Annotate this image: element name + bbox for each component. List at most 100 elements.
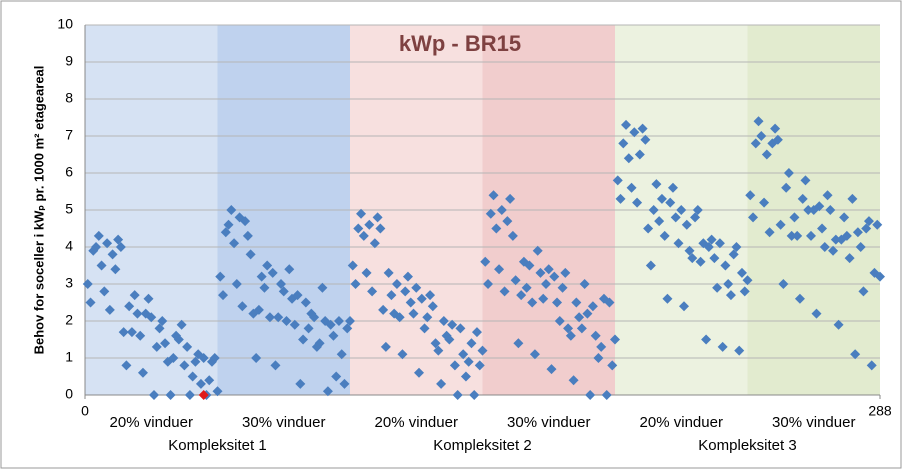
point [610, 334, 620, 345]
point [184, 390, 195, 400]
point [298, 334, 309, 345]
point [325, 319, 336, 330]
x-tick-label: 288 [868, 403, 892, 419]
point [270, 360, 281, 371]
point [466, 338, 477, 349]
point [753, 116, 764, 127]
point [618, 138, 629, 149]
subgroup-label: 30% vinduer [242, 414, 325, 431]
point [604, 297, 615, 308]
point [844, 253, 855, 264]
point [438, 316, 449, 326]
point [659, 230, 670, 241]
point [601, 390, 612, 400]
point [811, 308, 822, 319]
group-label: Kompleksitet 3 [698, 437, 796, 454]
point [449, 360, 460, 371]
point [259, 282, 270, 293]
point [607, 360, 618, 371]
point [149, 390, 160, 400]
point [764, 227, 775, 238]
point [701, 334, 712, 345]
point [703, 242, 714, 252]
point [612, 175, 623, 186]
point [761, 149, 772, 160]
point [524, 260, 535, 271]
point [637, 123, 648, 134]
point [397, 349, 408, 360]
point [347, 260, 358, 271]
point [529, 349, 540, 360]
point [463, 356, 474, 367]
point [165, 390, 176, 400]
point [378, 304, 389, 315]
point [673, 238, 684, 249]
point [411, 282, 422, 293]
point [690, 212, 701, 223]
point [391, 279, 402, 289]
point [648, 205, 659, 215]
point [176, 319, 187, 330]
point [331, 371, 342, 382]
point [621, 119, 632, 130]
point [656, 193, 667, 204]
point [789, 212, 800, 223]
point [292, 290, 303, 301]
point [640, 134, 651, 145]
point [190, 356, 201, 367]
point [502, 216, 513, 227]
point [132, 308, 143, 319]
point [198, 390, 209, 400]
point [220, 227, 231, 238]
point [179, 360, 190, 371]
point [866, 360, 877, 371]
point [358, 230, 369, 241]
point [102, 238, 113, 249]
point [510, 275, 521, 286]
point [684, 245, 695, 256]
point [240, 216, 251, 227]
point [408, 308, 419, 319]
point [135, 330, 146, 341]
point [251, 353, 262, 363]
x-tick-label: 0 [81, 403, 89, 419]
point [775, 219, 786, 230]
point [797, 193, 808, 204]
point [322, 386, 333, 397]
point [574, 312, 585, 323]
point [615, 193, 626, 204]
point [579, 279, 590, 289]
point [839, 212, 850, 223]
point [538, 293, 549, 304]
point [267, 267, 278, 278]
point [427, 301, 438, 312]
y-tick-label: 5 [65, 201, 73, 217]
point [817, 223, 828, 234]
point [778, 279, 789, 289]
point [342, 323, 353, 334]
point [748, 212, 759, 223]
subgroup-label: 20% vinduer [110, 414, 193, 431]
point [571, 297, 582, 308]
point [477, 345, 488, 356]
point [253, 304, 264, 315]
point [651, 179, 662, 190]
y-axis-label: Behov for soceller i kWₚ pr. 1000 m² eta… [31, 66, 46, 355]
y-tick-label: 7 [65, 127, 73, 143]
point [488, 190, 499, 201]
point [800, 175, 811, 186]
point [841, 230, 852, 241]
point [160, 338, 171, 349]
y-tick-label: 6 [65, 164, 73, 180]
point [380, 341, 391, 352]
point [706, 234, 717, 245]
group-label: Kompleksitet 1 [168, 437, 266, 454]
point [681, 219, 692, 230]
y-tick-label: 1 [65, 349, 73, 365]
y-tick-label: 10 [57, 16, 73, 32]
point [104, 304, 115, 315]
point [576, 323, 587, 334]
point [278, 286, 289, 297]
point [781, 182, 792, 193]
point [593, 353, 604, 363]
